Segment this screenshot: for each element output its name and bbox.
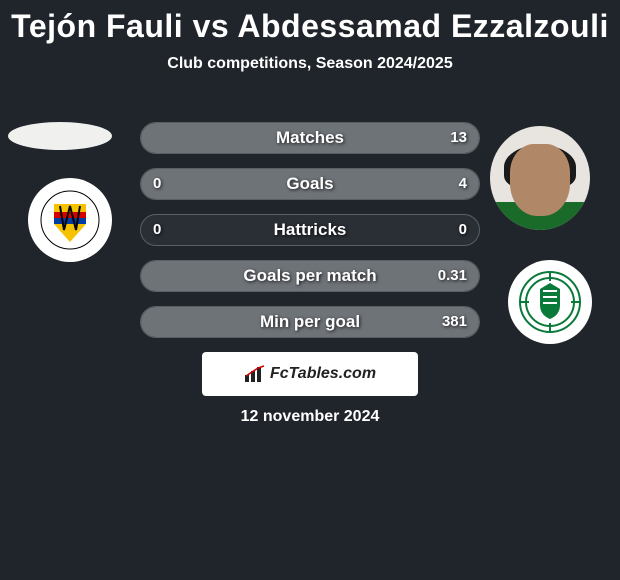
date-text: 12 november 2024: [0, 408, 620, 426]
stat-label: Hattricks: [141, 215, 479, 245]
stat-value-left: 0: [153, 215, 161, 245]
bars-icon: [244, 365, 266, 383]
stat-row: Goals per match0.31: [140, 260, 480, 292]
stat-row: Min per goal381: [140, 306, 480, 338]
player-left-avatar: [8, 122, 112, 150]
club-right-crest: [508, 260, 592, 344]
stat-label: Matches: [141, 123, 479, 153]
betis-crest-icon: [519, 271, 581, 333]
stat-value-right: 0.31: [438, 261, 467, 291]
valencia-crest-icon: [40, 190, 100, 250]
stat-value-right: 13: [450, 123, 467, 153]
page-title: Tejón Fauli vs Abdessamad Ezzalzouli: [0, 0, 620, 45]
stat-label: Goals: [141, 169, 479, 199]
stat-row: Goals0 4: [140, 168, 480, 200]
page-subtitle: Club competitions, Season 2024/2025: [0, 55, 620, 73]
stat-row: Hattricks0 0: [140, 214, 480, 246]
brand-text: FcTables.com: [270, 365, 376, 383]
stat-value-right: 381: [442, 307, 467, 337]
stat-value-right: 4: [459, 169, 467, 199]
stat-value-right: 0: [459, 215, 467, 245]
stats-container: Matches13Goals04Hattricks00Goals per mat…: [140, 122, 480, 352]
club-left-crest: [28, 178, 112, 262]
stat-row: Matches13: [140, 122, 480, 154]
brand-box: FcTables.com: [202, 352, 418, 396]
stat-label: Goals per match: [141, 261, 479, 291]
stat-label: Min per goal: [141, 307, 479, 337]
stat-value-left: 0: [153, 169, 161, 199]
player-right-avatar: [490, 126, 590, 230]
